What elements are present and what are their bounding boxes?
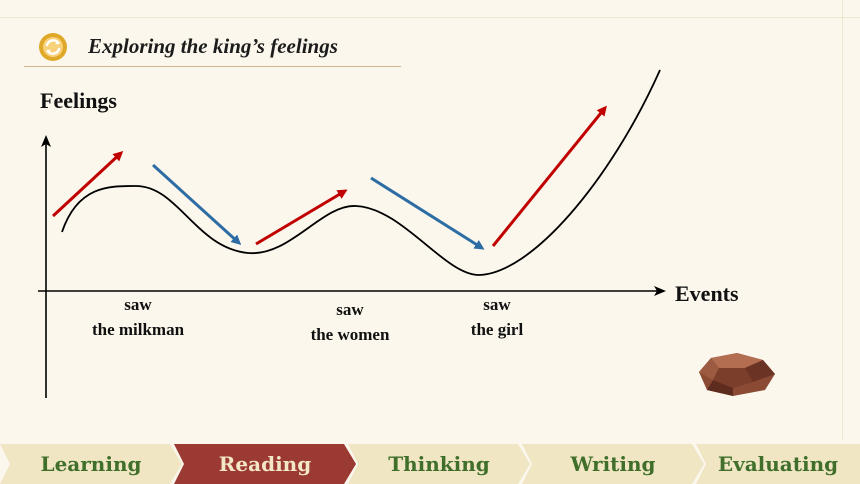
tab-background	[0, 444, 182, 484]
event-label: the women	[311, 325, 390, 344]
tab-background	[348, 444, 530, 484]
tab-evaluating[interactable]: Evaluating	[696, 444, 860, 484]
frame-line	[842, 0, 843, 440]
rock-icon	[699, 353, 775, 396]
x-axis-label: Events	[675, 281, 739, 306]
tab-background	[522, 444, 704, 484]
frame-line	[0, 17, 860, 18]
falling-arrow	[151, 163, 242, 246]
falling-arrow	[370, 176, 485, 250]
feelings-curve	[61, 69, 661, 276]
tab-label: Thinking	[388, 452, 490, 476]
event-label: saw	[124, 295, 152, 314]
event-label: saw	[336, 300, 364, 319]
rising-arrow	[491, 105, 607, 247]
section-title: Exploring the king’s feelings	[88, 34, 338, 58]
header-underline	[24, 66, 401, 67]
event-label: the girl	[471, 320, 524, 339]
tab-label: Reading	[218, 452, 312, 476]
tab-reading[interactable]: Reading	[174, 444, 356, 484]
tab-label: Learning	[40, 452, 142, 476]
tab-label: Evaluating	[717, 452, 839, 476]
rising-arrow	[255, 189, 348, 246]
rising-arrow	[51, 150, 124, 218]
y-axis-label: Feelings	[40, 88, 117, 113]
event-label: saw	[483, 295, 511, 314]
tab-background	[174, 444, 356, 484]
tab-writing[interactable]: Writing	[522, 444, 704, 484]
circular-arrows-icon	[39, 33, 67, 61]
section-header: Exploring the king’s feelings	[38, 30, 400, 66]
lesson-nav: Learning Reading Thinking Writing Evalua…	[0, 444, 860, 484]
tab-learning[interactable]: Learning	[0, 444, 182, 484]
tab-background	[696, 444, 860, 484]
tab-label: Writing	[570, 452, 656, 476]
event-label: the milkman	[92, 320, 185, 339]
tab-thinking[interactable]: Thinking	[348, 444, 530, 484]
